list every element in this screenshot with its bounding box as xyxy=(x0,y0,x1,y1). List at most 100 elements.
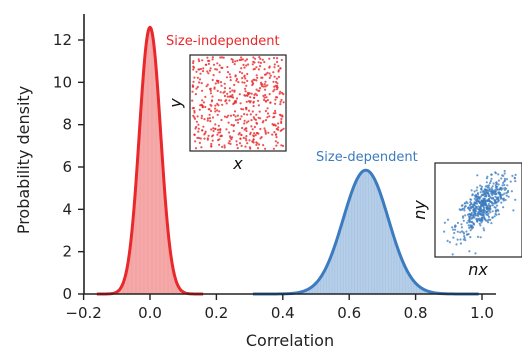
inset-point xyxy=(486,210,489,213)
inset-point xyxy=(479,184,482,187)
inset-point xyxy=(218,64,221,67)
inset-point xyxy=(269,101,272,104)
inset-point xyxy=(217,98,220,102)
inset-point xyxy=(247,100,251,103)
inset-point xyxy=(506,191,509,194)
inset-point xyxy=(503,172,506,175)
inset-point xyxy=(199,72,202,75)
inset-point xyxy=(252,60,255,64)
inset-point xyxy=(262,120,265,123)
x-tick-label: 0.8 xyxy=(404,304,428,322)
inset-point xyxy=(220,134,223,137)
inset-point xyxy=(216,89,219,92)
inset-point xyxy=(274,112,277,115)
inset-point xyxy=(228,87,231,90)
inset-point xyxy=(257,116,260,119)
inset-point xyxy=(487,190,491,193)
inset-point xyxy=(252,101,255,104)
x-axis-title: Correlation xyxy=(246,331,334,350)
inset-point xyxy=(274,98,277,101)
inset-point xyxy=(477,208,480,211)
inset-point xyxy=(490,173,493,176)
inset-point xyxy=(236,114,239,117)
inset-point xyxy=(249,100,252,103)
inset-point xyxy=(279,90,282,93)
inset-point xyxy=(211,78,214,82)
inset-point xyxy=(273,88,276,91)
inset-point xyxy=(226,65,229,69)
inset-point xyxy=(245,135,248,138)
inset-point xyxy=(479,224,482,227)
inset-point xyxy=(244,77,247,80)
inset-point xyxy=(487,184,490,187)
inset-point xyxy=(507,195,510,198)
inset-point xyxy=(198,108,201,111)
inset-point xyxy=(196,115,199,118)
inset-point xyxy=(278,92,281,95)
inset-point xyxy=(192,85,195,88)
inset-point xyxy=(223,115,227,118)
inset-point xyxy=(252,56,255,59)
inset-point xyxy=(206,117,209,120)
inset-point xyxy=(267,131,270,134)
inset-point xyxy=(207,108,210,111)
inset-point xyxy=(448,241,451,244)
inset-size-independent: x y xyxy=(166,54,287,173)
inset-point xyxy=(264,93,267,97)
inset-point xyxy=(466,221,469,224)
inset-point xyxy=(198,78,202,81)
inset-point xyxy=(197,136,201,140)
inset-point xyxy=(248,146,251,149)
inset-point xyxy=(280,121,283,125)
inset-point xyxy=(502,206,505,209)
inset-point xyxy=(271,133,274,136)
inset-point xyxy=(220,84,223,87)
inset-point xyxy=(252,138,255,141)
inset-point xyxy=(265,96,268,99)
inset-point xyxy=(497,179,500,182)
inset-point xyxy=(277,122,280,125)
inset-point xyxy=(265,100,268,103)
inset-point xyxy=(491,185,494,188)
inset-point xyxy=(481,200,484,203)
inset-point xyxy=(202,101,205,104)
inset-point xyxy=(488,209,491,212)
inset-point xyxy=(198,68,201,71)
inset-point xyxy=(501,187,504,190)
inset-point xyxy=(268,115,271,118)
inset-point xyxy=(490,200,493,203)
inset-point xyxy=(490,222,493,225)
inset-point xyxy=(488,205,491,208)
inset-point xyxy=(244,94,247,97)
inset-point xyxy=(208,117,211,120)
inset-point xyxy=(480,216,483,219)
inset-point xyxy=(484,209,487,213)
inset-point xyxy=(502,181,505,184)
inset-point xyxy=(251,63,254,66)
inset-point xyxy=(276,57,279,60)
inset-point xyxy=(465,233,469,236)
inset-point xyxy=(461,215,465,218)
inset-point xyxy=(264,88,267,91)
inset-point xyxy=(280,117,283,121)
inset-point xyxy=(247,120,250,123)
inset-point xyxy=(193,76,196,79)
inset-point xyxy=(255,143,258,146)
inset-point xyxy=(470,203,473,206)
inset-point xyxy=(476,186,479,189)
inset-point xyxy=(255,113,258,116)
inset-point xyxy=(257,68,260,71)
inset-point xyxy=(478,206,481,209)
inset-point xyxy=(227,142,230,145)
inset-point xyxy=(479,203,483,206)
inset-point xyxy=(512,209,515,212)
inset-point xyxy=(242,63,245,66)
inset-point xyxy=(210,100,213,103)
inset-point xyxy=(460,208,464,211)
x-tick-label: 1.0 xyxy=(470,304,494,322)
inset-point xyxy=(497,213,501,216)
inset-point xyxy=(485,219,488,222)
inset-point xyxy=(454,224,457,227)
inset-point xyxy=(261,76,264,79)
inset-point xyxy=(272,90,275,93)
